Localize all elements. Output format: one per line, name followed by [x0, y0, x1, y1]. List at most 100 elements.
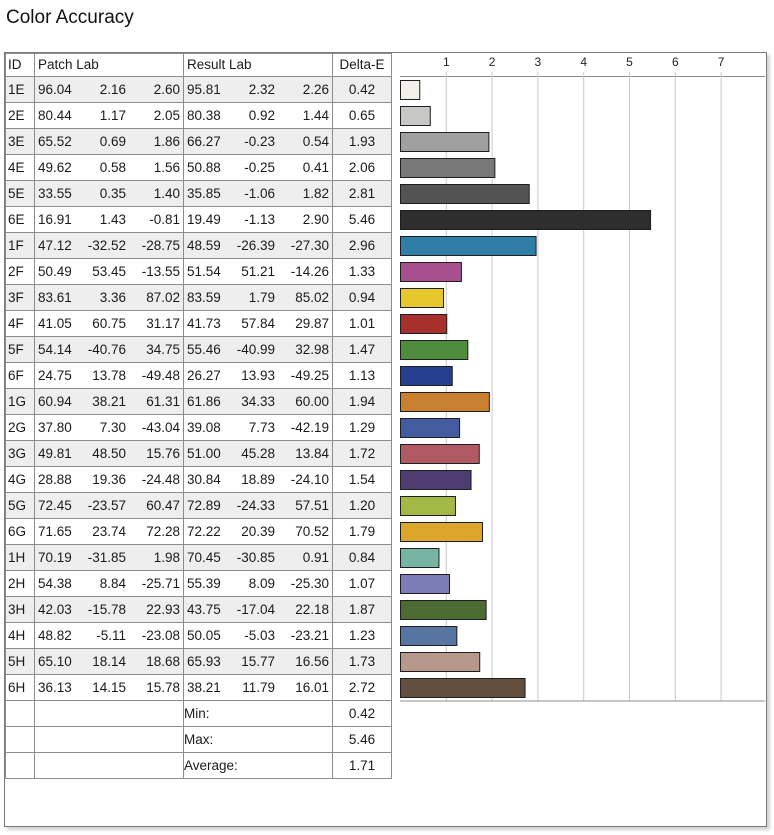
result-lab-cell: 66.27 -0.23 0.54 — [183, 128, 333, 155]
patch-lab-value: 18.68 — [146, 654, 180, 669]
result-lab-value: 61.86 — [187, 394, 221, 409]
result-lab-value: 51.21 — [241, 264, 275, 279]
patch-lab-value: 48.50 — [92, 446, 126, 461]
result-lab-value: 35.85 — [187, 186, 221, 201]
result-lab-cell: 43.75 -17.04 22.18 — [183, 596, 333, 623]
result-lab-value: 2.32 — [248, 82, 275, 97]
patch-id: 1E — [5, 76, 35, 103]
result-lab-value: 1.82 — [302, 186, 329, 201]
result-lab-value: 72.22 — [187, 524, 221, 539]
patch-lab-value: 0.58 — [99, 160, 126, 175]
patch-id: 4F — [5, 310, 35, 337]
table-row: 5F 54.14 -40.76 34.75 55.46 -40.99 32.98 1.47 — [5, 336, 392, 363]
patch-lab-cell: 96.04 2.16 2.60 — [34, 76, 184, 103]
result-lab-value: 95.81 — [187, 82, 221, 97]
result-lab-value: 0.41 — [302, 160, 329, 175]
table-row: 6H 36.13 14.15 15.78 38.21 11.79 16.01 2.72 — [5, 674, 392, 701]
result-lab-value: 50.88 — [187, 160, 221, 175]
patch-lab-cell: 71.65 23.74 72.28 — [34, 518, 184, 545]
patch-id: 2F — [5, 258, 35, 285]
result-lab-value: -5.03 — [244, 628, 275, 643]
result-lab-value: 60.00 — [295, 394, 329, 409]
result-lab-cell: 35.85 -1.06 1.82 — [183, 180, 333, 207]
x-tick-label: 3 — [535, 55, 542, 69]
table-row: 4H 48.82 -5.11 -23.08 50.05 -5.03 -23.21 1.23 — [5, 622, 392, 649]
patch-lab-value: 7.30 — [99, 420, 126, 435]
result-lab-cell: 65.93 15.77 16.56 — [183, 648, 333, 675]
result-lab-value: -30.85 — [236, 550, 275, 565]
delta-e-value: 1.29 — [332, 414, 392, 441]
patch-id: 1H — [5, 544, 35, 571]
result-lab-value: 11.79 — [242, 680, 275, 695]
result-lab-value: 1.44 — [302, 108, 329, 123]
delta-e-value: 2.96 — [332, 232, 392, 259]
result-lab-value: -42.19 — [290, 420, 329, 435]
delta-e-value: 0.65 — [332, 102, 392, 129]
patch-lab-value: 38.21 — [92, 394, 126, 409]
result-lab-cell: 38.21 11.79 16.01 — [183, 674, 333, 701]
patch-lab-value: 1.56 — [153, 160, 180, 175]
summary-value: 1.71 — [332, 752, 392, 779]
bar-1H — [400, 548, 440, 568]
empty-cell — [34, 752, 184, 779]
result-lab-cell: 51.00 45.28 13.84 — [183, 440, 333, 467]
summary-value: 0.42 — [332, 700, 392, 727]
patch-lab-cell: 24.75 13.78 -49.48 — [34, 362, 184, 389]
delta-e-value: 2.72 — [332, 674, 392, 701]
summary-row: Max: 5.46 — [5, 726, 392, 753]
result-lab-value: -0.23 — [244, 134, 275, 149]
result-lab-value: 55.46 — [187, 342, 221, 357]
patch-id: 6F — [5, 362, 35, 389]
result-lab-value: -24.10 — [290, 472, 329, 487]
delta-e-value: 1.07 — [332, 570, 392, 597]
delta-e-value: 1.23 — [332, 622, 392, 649]
patch-lab-value: 65.10 — [38, 654, 72, 669]
table-row: 1H 70.19 -31.85 1.98 70.45 -30.85 0.91 0.84 — [5, 544, 392, 571]
patch-lab-value: 1.17 — [99, 108, 126, 123]
bar-2F — [400, 262, 462, 282]
result-lab-value: 1.79 — [248, 290, 275, 305]
patch-lab-value: 28.88 — [38, 472, 72, 487]
result-lab-cell: 80.38 0.92 1.44 — [183, 102, 333, 129]
bar-4F — [400, 314, 448, 334]
table-row: 2G 37.80 7.30 -43.04 39.08 7.73 -42.19 1.29 — [5, 414, 392, 441]
result-lab-value: 29.87 — [295, 316, 329, 331]
patch-lab-cell: 65.10 18.14 18.68 — [34, 648, 184, 675]
result-lab-value: 30.84 — [187, 472, 221, 487]
patch-lab-value: 36.13 — [38, 680, 72, 695]
patch-lab-value: -49.48 — [141, 368, 180, 383]
result-lab-value: -27.30 — [290, 238, 329, 253]
bar-4G — [400, 470, 472, 490]
result-lab-value: 8.09 — [248, 576, 275, 591]
result-lab-value: 7.73 — [248, 420, 275, 435]
result-lab-value: -40.99 — [236, 342, 275, 357]
patch-lab-value: 13.78 — [92, 368, 126, 383]
table-row: 6F 24.75 13.78 -49.48 26.27 13.93 -49.25 1.13 — [5, 362, 392, 389]
patch-lab-value: -31.85 — [87, 550, 126, 565]
delta-e-value: 1.87 — [332, 596, 392, 623]
table-row: 6E 16.91 1.43 -0.81 19.49 -1.13 2.90 5.46 — [5, 206, 392, 233]
patch-lab-cell: 70.19 -31.85 1.98 — [34, 544, 184, 571]
x-tick-label: 4 — [580, 55, 587, 69]
delta-e-value: 0.84 — [332, 544, 392, 571]
patch-lab-value: 37.80 — [38, 420, 72, 435]
result-lab-value: 72.89 — [187, 498, 221, 513]
patch-lab-value: 1.86 — [153, 134, 180, 149]
patch-id: 2H — [5, 570, 35, 597]
result-lab-value: 0.92 — [248, 108, 275, 123]
result-lab-value: 80.38 — [187, 108, 221, 123]
bar-1F — [400, 236, 537, 256]
patch-lab-cell: 36.13 14.15 15.78 — [34, 674, 184, 701]
delta-e-value: 1.93 — [332, 128, 392, 155]
patch-lab-value: 23.74 — [92, 524, 126, 539]
patch-lab-value: 1.40 — [153, 186, 180, 201]
patch-lab-value: 49.81 — [38, 446, 72, 461]
summary-row: Average: 1.71 — [5, 752, 392, 779]
color-accuracy-panel: ID Patch Lab Result Lab Delta-E 1E 96.04 2… — [4, 52, 767, 827]
result-lab-value: 20.39 — [241, 524, 275, 539]
bar-6H — [400, 678, 526, 698]
result-lab-value: 26.27 — [187, 368, 221, 383]
patch-lab-value: -32.52 — [87, 238, 126, 253]
result-lab-cell: 61.86 34.33 60.00 — [183, 388, 333, 415]
result-lab-cell: 41.73 57.84 29.87 — [183, 310, 333, 337]
